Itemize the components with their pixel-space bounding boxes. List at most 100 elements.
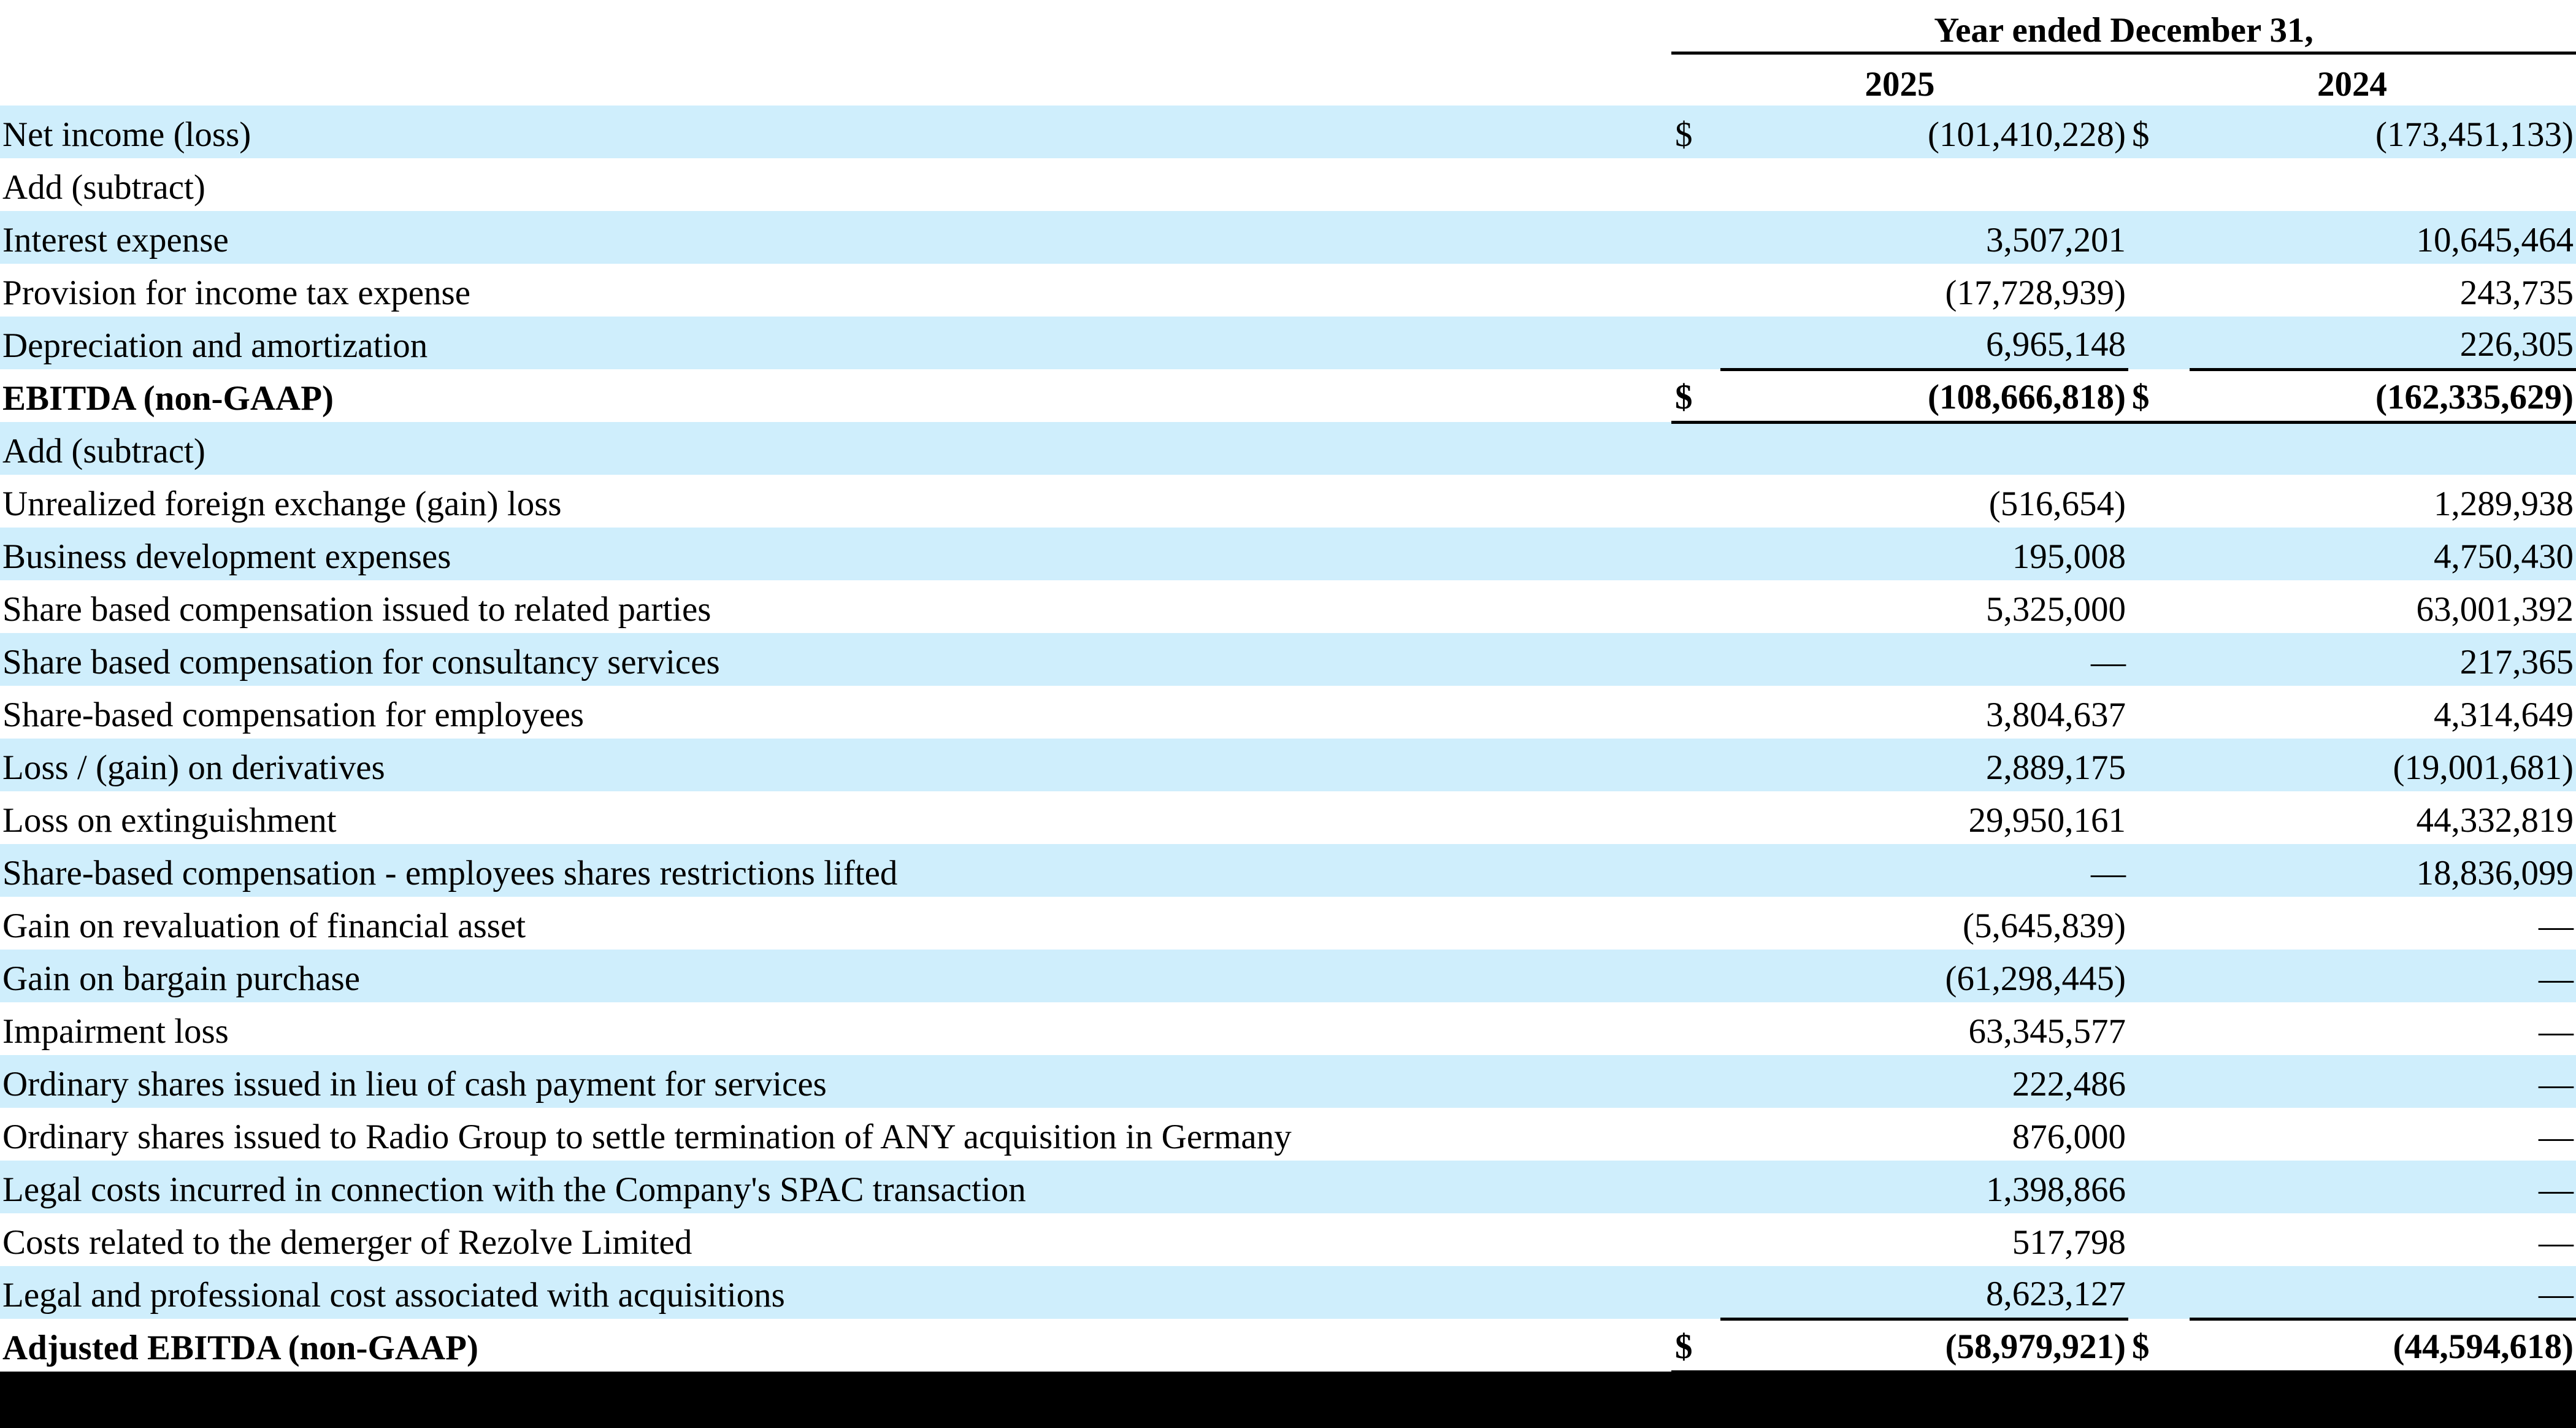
- currency-symbol-2024: [2128, 264, 2190, 317]
- table-row: Business development expenses 195,008 4,75…: [0, 528, 2576, 580]
- row-label: Ordinary shares issued in lieu of cash p…: [0, 1055, 1671, 1108]
- value-2024: —: [2190, 1161, 2576, 1213]
- value-2025: 3,804,637: [1720, 686, 2128, 739]
- value-2025: (61,298,445): [1720, 950, 2128, 1002]
- currency-symbol-2025: [1671, 211, 1720, 264]
- table-row: Impairment loss 63,345,577 —: [0, 1002, 2576, 1055]
- table-row: Legal costs incurred in connection with …: [0, 1161, 2576, 1213]
- currency-symbol-2025: [1671, 791, 1720, 844]
- value-2025: 63,345,577: [1720, 1002, 2128, 1055]
- currency-symbol-2024: [2128, 317, 2190, 369]
- value-2025: (101,410,228): [1720, 106, 2128, 158]
- table-body: Year ended December 31, 2025 2024 Net in…: [0, 0, 2576, 1373]
- currency-symbol-2025: [1671, 897, 1720, 950]
- table-row: Gain on revaluation of financial asset (5…: [0, 897, 2576, 950]
- value-2025: —: [1720, 633, 2128, 686]
- value-2024: —: [2190, 1055, 2576, 1108]
- currency-symbol-2024: [2128, 844, 2190, 897]
- currency-symbol-2025: [1671, 1108, 1720, 1161]
- currency-symbol-2024: [2128, 1002, 2190, 1055]
- value-2024: 4,314,649: [2190, 686, 2576, 739]
- currency-symbol-2024: [2128, 580, 2190, 633]
- value-2025: (17,728,939): [1720, 264, 2128, 317]
- value-2025: 3,507,201: [1720, 211, 2128, 264]
- table-row: Interest expense 3,507,201 10,645,464: [0, 211, 2576, 264]
- currency-symbol-2025: $: [1671, 1319, 1720, 1373]
- value-2024: 10,645,464: [2190, 211, 2576, 264]
- currency-symbol-2025: [1671, 950, 1720, 1002]
- currency-symbol-2024: [2128, 1266, 2190, 1319]
- row-label: Gain on bargain purchase: [0, 950, 1671, 1002]
- header-row-period: Year ended December 31,: [0, 0, 2576, 55]
- header-blank-label: [0, 0, 1671, 53]
- currency-symbol-2025: $: [1671, 106, 1720, 158]
- column-header-year-2024: 2024: [2317, 65, 2387, 104]
- footer-black-bar: [0, 1372, 2576, 1428]
- value-2025: 8,623,127: [1720, 1266, 2128, 1319]
- row-label: Interest expense: [0, 211, 1671, 264]
- row-label: Gain on revaluation of financial asset: [0, 897, 1671, 950]
- table-row: Unrealized foreign exchange (gain) loss (…: [0, 475, 2576, 528]
- value-2025: 6,965,148: [1720, 317, 2128, 369]
- table-row: Provision for income tax expense (17,728,…: [0, 264, 2576, 317]
- currency-symbol-2025: [1671, 317, 1720, 369]
- table-row: Loss / (gain) on derivatives 2,889,175 (19…: [0, 739, 2576, 791]
- table-row: Share based compensation for consultancy…: [0, 633, 2576, 686]
- row-label: Net income (loss): [0, 106, 1671, 158]
- value-2025: 2,889,175: [1720, 739, 2128, 791]
- value-2024: —: [2190, 1108, 2576, 1161]
- currency-symbol-2024: [2128, 633, 2190, 686]
- value-2025: 195,008: [1720, 528, 2128, 580]
- currency-symbol-2024: [2128, 791, 2190, 844]
- table-row: Ordinary shares issued to Radio Group to…: [0, 1108, 2576, 1161]
- currency-symbol-2025: [1671, 580, 1720, 633]
- row-label: Unrealized foreign exchange (gain) loss: [0, 475, 1671, 528]
- currency-symbol-2024: [2128, 528, 2190, 580]
- value-2024: 1,289,938: [2190, 475, 2576, 528]
- value-2025: 1,398,866: [1720, 1161, 2128, 1213]
- row-label: Add (subtract): [0, 422, 1671, 475]
- currency-symbol-2025: [1671, 1002, 1720, 1055]
- currency-symbol-2025: [1671, 686, 1720, 739]
- currency-symbol-2025: [1671, 422, 1720, 475]
- row-label: Share-based compensation - employees sha…: [0, 844, 1671, 897]
- period-title: Year ended December 31,: [1671, 0, 2576, 55]
- table-row: Add (subtract): [0, 158, 2576, 211]
- table-row: Add (subtract): [0, 422, 2576, 475]
- table-row: Depreciation and amortization 6,965,148 22…: [0, 317, 2576, 369]
- currency-symbol-2025: [1671, 264, 1720, 317]
- value-2024: —: [2190, 1002, 2576, 1055]
- value-2024: (44,594,618): [2190, 1317, 2576, 1373]
- currency-symbol-2025: $: [1671, 369, 1720, 424]
- value-2025: 876,000: [1720, 1108, 2128, 1161]
- value-2025: 222,486: [1720, 1055, 2128, 1108]
- ebitda-reconciliation-table: Year ended December 31, 2025 2024 Net in…: [0, 0, 2576, 1373]
- value-2024: —: [2190, 1266, 2576, 1319]
- value-2025: [1720, 422, 2128, 475]
- row-label: Loss / (gain) on derivatives: [0, 739, 1671, 791]
- header-blank-label-2: [0, 53, 1671, 106]
- currency-symbol-2025: [1671, 475, 1720, 528]
- value-2024: —: [2190, 1213, 2576, 1266]
- currency-symbol-2025: [1671, 1161, 1720, 1213]
- value-2024: 4,750,430: [2190, 528, 2576, 580]
- currency-symbol-2024: [2128, 686, 2190, 739]
- currency-symbol-2024: [2128, 897, 2190, 950]
- currency-symbol-2025: [1671, 844, 1720, 897]
- row-label: Share-based compensation for employees: [0, 686, 1671, 739]
- value-2024: 226,305: [2190, 317, 2576, 369]
- value-2024: (173,451,133): [2190, 106, 2576, 158]
- currency-symbol-2024: [2128, 1108, 2190, 1161]
- header-row-years: 2025 2024: [0, 53, 2576, 106]
- currency-symbol-2024: [2128, 950, 2190, 1002]
- table-row: Share-based compensation for employees 3,…: [0, 686, 2576, 739]
- row-label: Loss on extinguishment: [0, 791, 1671, 844]
- table-row: Gain on bargain purchase (61,298,445) —: [0, 950, 2576, 1002]
- row-label: Legal costs incurred in connection with …: [0, 1161, 1671, 1213]
- table-row: Loss on extinguishment 29,950,161 44,332,8…: [0, 791, 2576, 844]
- currency-symbol-2024: [2128, 211, 2190, 264]
- table-row: Costs related to the demerger of Rezolve…: [0, 1213, 2576, 1266]
- currency-symbol-2025: [1671, 633, 1720, 686]
- currency-symbol-2025: [1671, 528, 1720, 580]
